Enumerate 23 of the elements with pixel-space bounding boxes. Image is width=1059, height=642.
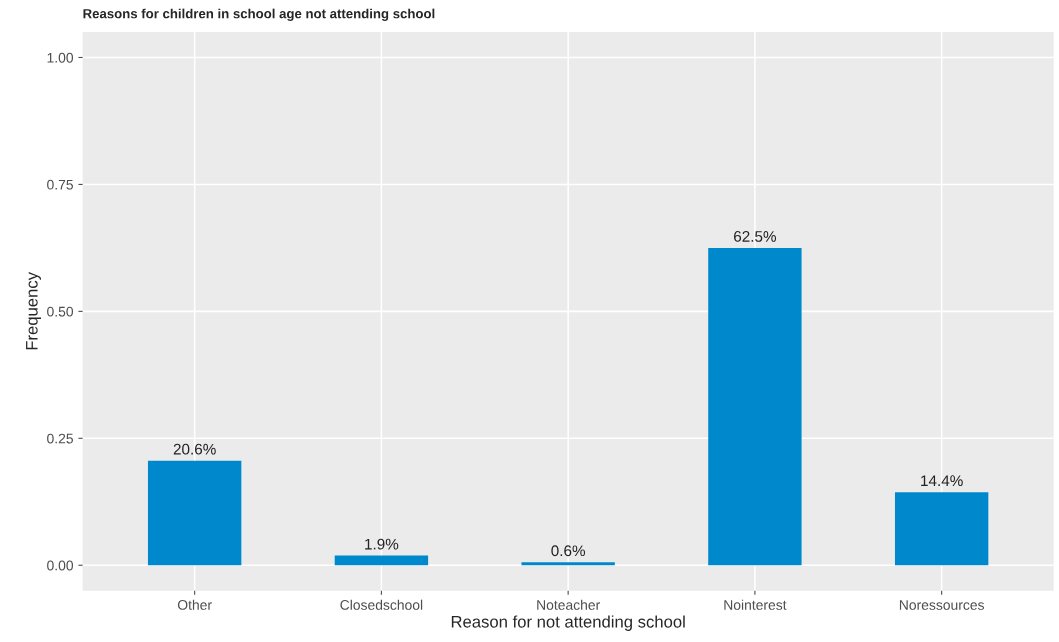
data-label: 62.5% — [734, 231, 777, 242]
x-tick-label: Nointerest — [724, 599, 787, 610]
x-tick-label: Closedschool — [340, 599, 423, 610]
data-label: 14.4% — [921, 475, 963, 487]
x-tick-label: Noteacher — [537, 599, 600, 610]
data-label: 0.6% — [551, 545, 586, 557]
y-tick-label: 0.00 — [47, 560, 74, 571]
y-tick-label: 0.50 — [47, 306, 74, 317]
bar — [708, 247, 802, 566]
bar — [147, 460, 242, 566]
data-label: 20.6% — [173, 443, 216, 455]
bar — [894, 492, 989, 566]
bar — [521, 562, 615, 566]
bar — [334, 555, 429, 566]
data-label: 1.9% — [365, 538, 399, 550]
y-tick-label: 0.25 — [47, 433, 73, 444]
y-tick-label: 0.75 — [47, 179, 73, 190]
x-tick-label: Noressources — [899, 600, 984, 610]
x-tick-label: Other — [177, 599, 212, 610]
y-axis-title: Frequency — [26, 272, 41, 350]
chart-title: Reasons for children in school age not attending school — [83, 8, 435, 22]
x-axis-title: Reason for not attending school — [451, 615, 685, 631]
y-tick-label: 1.00 — [47, 52, 74, 63]
